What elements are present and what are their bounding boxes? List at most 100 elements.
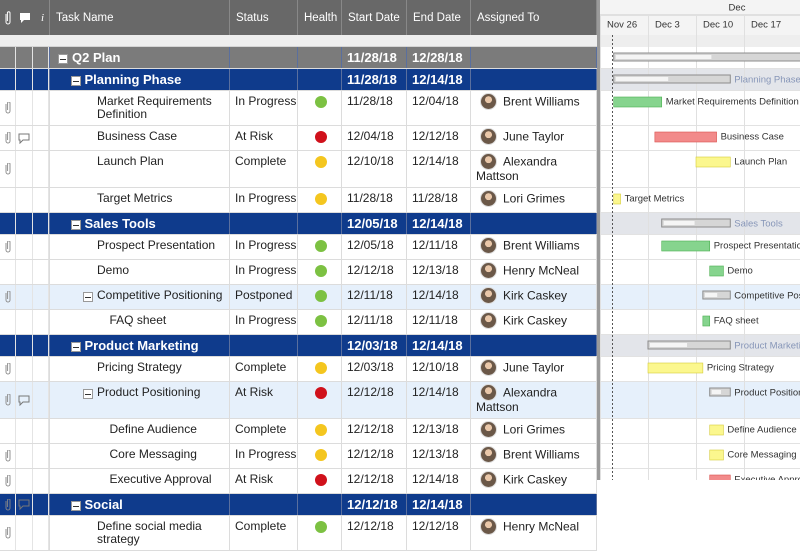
column-title: Start Date: [342, 0, 407, 35]
collapse-toggle[interactable]: [70, 220, 81, 230]
assigned-cell: June Taylor: [471, 357, 597, 381]
bar-label: FAQ sheet: [714, 316, 759, 327]
comment-icon: [16, 335, 33, 356]
assigned-cell: Henry McNeal: [471, 260, 597, 284]
end-date: 12/14/18: [412, 338, 463, 353]
attachment-icon: [0, 382, 17, 418]
row-icons: [0, 260, 50, 284]
collapse-toggle[interactable]: [70, 76, 81, 86]
end-date-cell: 12/10/18: [407, 357, 471, 381]
collapse-toggle[interactable]: [83, 292, 93, 302]
end-date: 12/28/18: [412, 50, 463, 65]
health-cell: [298, 235, 342, 259]
start-date-cell: 12/03/18: [342, 357, 407, 381]
status: Postponed: [235, 288, 293, 302]
start-date: 11/28/18: [347, 94, 393, 108]
avatar: [480, 312, 497, 329]
start-date-cell: 12/05/18: [342, 235, 407, 259]
start-date: 12/11/18: [347, 288, 393, 302]
info-cell: [33, 126, 49, 150]
status-cell: In Progress: [230, 260, 298, 284]
task-name-cell: Pricing Strategy: [50, 357, 230, 381]
health-indicator: [315, 131, 327, 143]
end-date: 12/14/18: [412, 385, 459, 399]
end-date: 12/04/18: [412, 94, 459, 108]
row-icons: [0, 310, 50, 334]
gantt-row: [600, 444, 800, 469]
task-row: Market Requirements Definition In Progres…: [0, 91, 597, 126]
attachment-icon: [0, 310, 17, 334]
row-icons: [0, 469, 50, 493]
attachment-icon: [0, 335, 17, 356]
task-row: Define Audience Complete 12/12/18 12/13/18 L…: [0, 419, 597, 444]
task-name: Market Requirements Definition: [97, 94, 212, 121]
end-date-cell: 12/14/18: [407, 69, 471, 90]
health-cell: [298, 126, 342, 150]
summary-progress: [704, 293, 718, 297]
start-date-cell: 11/28/18: [342, 188, 407, 212]
task-row: FAQ sheet In Progress 12/11/18 12/11/18 Kirk…: [0, 310, 597, 335]
attachment-icon: [0, 516, 17, 550]
comment-icon: [16, 151, 33, 187]
comment-icon: [16, 69, 33, 90]
task-bar: [702, 315, 711, 327]
end-date-cell: 12/04/18: [407, 91, 471, 125]
start-date-cell: 12/12/18: [342, 260, 407, 284]
attachment-icon: [0, 91, 17, 125]
assigned-cell: Lori Grimes: [471, 419, 597, 443]
avatar: [480, 93, 497, 110]
summary-bar: [647, 340, 731, 350]
pane-divider: [597, 0, 600, 480]
status: Complete: [235, 360, 287, 374]
status-cell: [230, 69, 298, 90]
assigned-cell: [471, 69, 597, 90]
collapse-toggle[interactable]: [58, 54, 68, 64]
attachment-icon: [0, 357, 17, 381]
comment-icon: [16, 516, 33, 550]
attachment-icon: [0, 469, 17, 493]
status-cell: In Progress: [230, 188, 298, 212]
info-cell: [33, 151, 49, 187]
end-date-cell: 12/14/18: [407, 494, 471, 515]
task-bar: [695, 156, 731, 168]
health-cell: [298, 91, 342, 125]
collapse-toggle[interactable]: [83, 389, 93, 399]
start-date-cell: 12/12/18: [342, 494, 407, 515]
task-bar: [613, 96, 663, 108]
task-name: Executive Approval: [109, 472, 212, 486]
info-cell: [33, 235, 49, 259]
status-cell: [230, 494, 298, 515]
column-title: Health: [298, 0, 342, 35]
collapse-toggle[interactable]: [70, 342, 81, 352]
health-cell: [298, 494, 342, 515]
assignee: Alexandra Mattson: [476, 385, 558, 414]
assigned-cell: Brent Williams: [471, 235, 597, 259]
avatar: [480, 359, 497, 376]
assignee: Lori Grimes: [503, 191, 566, 206]
info-cell: [33, 213, 49, 234]
end-date-cell: 12/11/18: [407, 310, 471, 334]
task-row: Define social media strategy Complete 12/1…: [0, 516, 597, 551]
column-header: i Task Name Status Health Start Date End Dat…: [0, 0, 597, 35]
start-date-cell: 12/11/18: [342, 285, 407, 309]
collapse-toggle[interactable]: [70, 501, 81, 511]
bar-label: Prospect Presentation: [714, 241, 800, 252]
row-icons: [0, 494, 50, 515]
status: In Progress: [235, 191, 297, 205]
assigned-cell: Henry McNeal: [471, 516, 597, 550]
health-indicator: [315, 265, 327, 277]
status: Complete: [235, 519, 287, 533]
assignee: June Taylor: [503, 129, 565, 144]
task-row: Prospect Presentation In Progress 12/05/18…: [0, 235, 597, 260]
summary-progress: [615, 55, 712, 59]
row-icons: [0, 188, 50, 212]
task-row: Sales Tools 12/05/18 12/14/18: [0, 213, 597, 235]
health-cell: [298, 310, 342, 334]
assigned-cell: June Taylor: [471, 126, 597, 150]
row-icons: [0, 335, 50, 356]
start-date: 12/04/18: [347, 129, 394, 143]
end-date-cell: 11/28/18: [407, 188, 471, 212]
info-cell: [33, 310, 49, 334]
task-bar: [654, 131, 717, 143]
status-cell: [230, 335, 298, 356]
